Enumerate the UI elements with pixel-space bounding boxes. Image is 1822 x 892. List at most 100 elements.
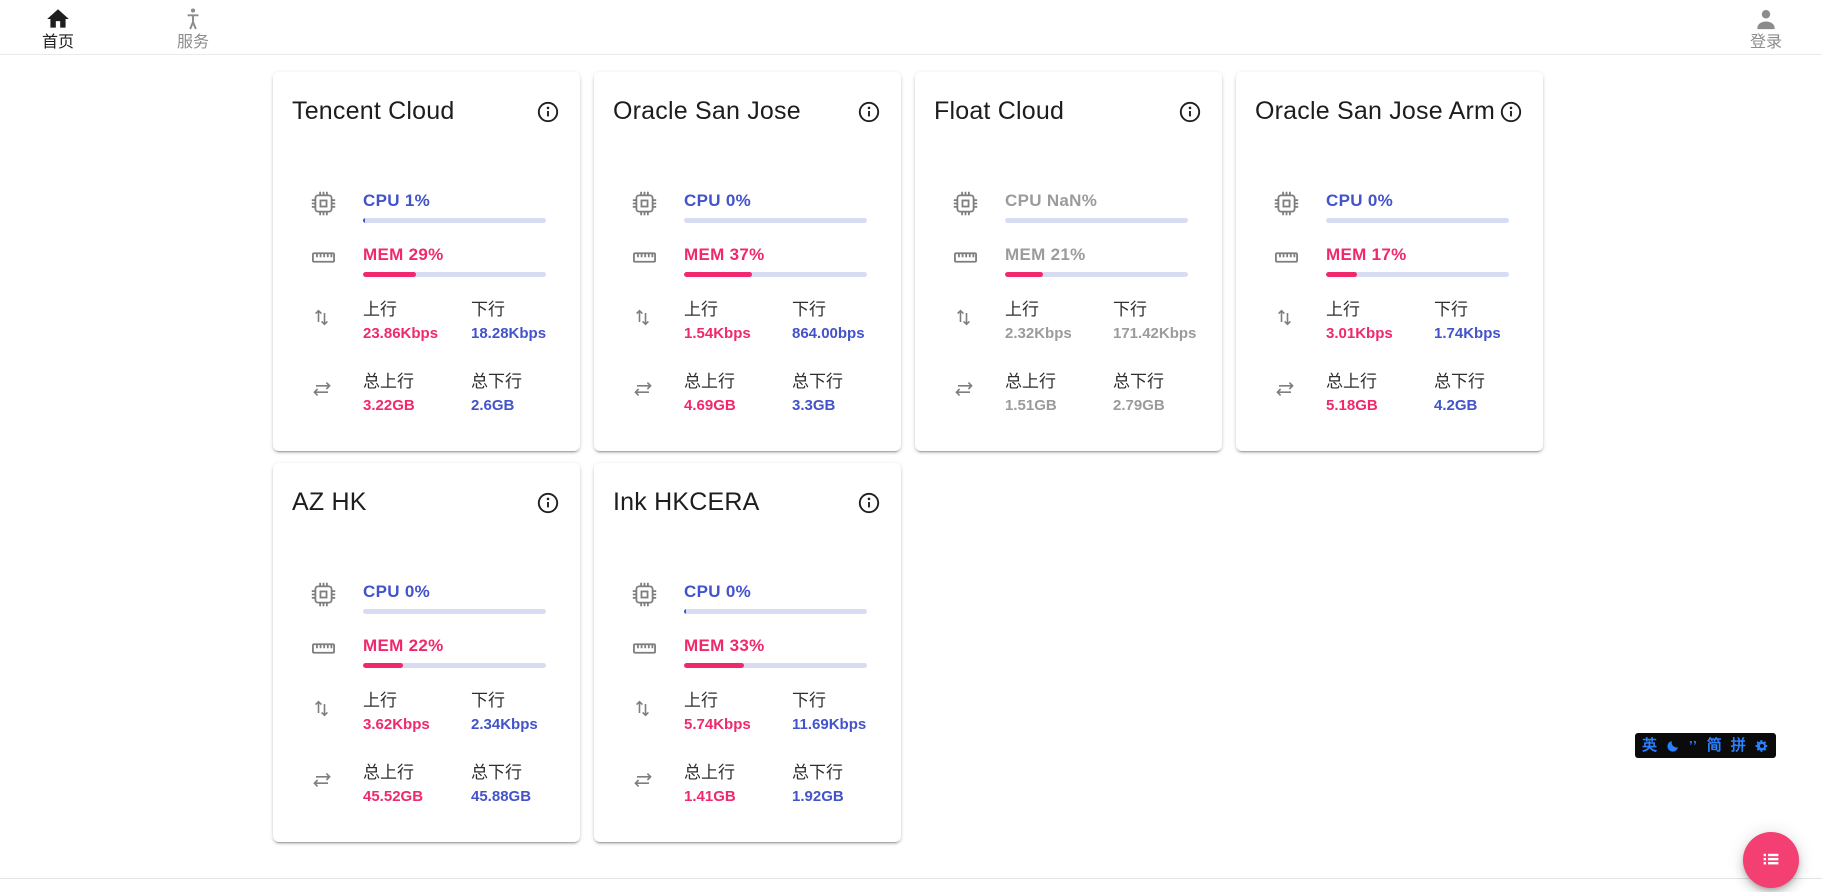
total-upload-label: 总上行 (363, 763, 414, 782)
total-upload-col: 总上行 1.51GB (1005, 371, 1113, 415)
total-upload-col: 总上行 45.52GB (363, 762, 471, 806)
total-upload-label: 总上行 (684, 763, 735, 782)
upload-speed: 1.54Kbps (684, 325, 751, 342)
cpu-usage-text: CPU 0% (684, 191, 751, 210)
download-label: 下行 (1113, 300, 1147, 319)
server-card: Oracle San Jose CPU (594, 72, 901, 451)
card-header: Oracle San Jose Arm (1236, 72, 1543, 126)
nav-item-login[interactable]: 登录 (1736, 6, 1796, 52)
ime-pinyin-mode[interactable]: 拼 (1730, 737, 1746, 754)
total-download-value: 3.3GB (792, 397, 836, 414)
speed-row: 上行 5.74Kbps 下行 11.69Kbps (631, 690, 867, 734)
download-speed: 864.00bps (792, 325, 865, 342)
nav-services-label: 服务 (176, 34, 209, 51)
upload-label: 上行 (363, 691, 397, 710)
footer-divider (0, 878, 1822, 879)
info-icon[interactable] (857, 100, 881, 124)
total-download-col: 总下行 4.2GB (1434, 371, 1542, 415)
total-download-value: 2.79GB (1113, 397, 1165, 414)
home-icon (45, 6, 71, 32)
total-upload-value: 1.41GB (684, 788, 736, 805)
download-col: 下行 171.42Kbps (1113, 299, 1221, 343)
mem-progress-fill (684, 663, 745, 668)
cpu-chip-icon (310, 190, 337, 217)
download-speed: 171.42Kbps (1113, 325, 1197, 342)
card-body: CPU 0% MEM 33% (594, 581, 901, 806)
download-col: 下行 18.28Kbps (471, 299, 579, 343)
server-list-fab[interactable] (1743, 832, 1799, 888)
ime-toolbar: 英 ’’ 简 拼 (1635, 733, 1776, 758)
server-card: Tencent Cloud CPU 1% (273, 72, 580, 451)
speed-row: 上行 3.62Kbps 下行 2.34Kbps (310, 690, 546, 734)
memory-icon (952, 244, 979, 271)
nav-home-label: 首页 (41, 34, 74, 51)
cpu-usage-text: CPU 0% (363, 582, 430, 601)
nav-item-services[interactable]: 服务 (163, 6, 223, 52)
total-row: 总上行 1.51GB 总下行 2.79GB (952, 371, 1188, 415)
ime-english-mode[interactable]: 英 (1642, 737, 1658, 754)
info-icon[interactable] (1178, 100, 1202, 124)
cpu-chip-icon (631, 581, 658, 608)
server-card: Ink HKCERA CPU 0% (594, 463, 901, 842)
card-body: CPU 0% MEM 22% (273, 581, 580, 806)
mem-progress-fill (363, 663, 404, 668)
server-card: Float Cloud CPU NaN% (915, 72, 1222, 451)
upload-label: 上行 (684, 300, 718, 319)
ime-punctuation-mode[interactable]: ’’ (1689, 738, 1698, 753)
info-icon[interactable] (536, 491, 560, 515)
memory-icon (310, 635, 337, 662)
upload-label: 上行 (363, 300, 397, 319)
download-speed: 1.74Kbps (1434, 325, 1501, 342)
total-download-label: 总下行 (792, 372, 843, 391)
card-header: Ink HKCERA (594, 463, 901, 517)
up-down-arrows-icon (631, 305, 658, 329)
server-name: Float Cloud (934, 97, 1065, 125)
total-upload-col: 总上行 3.22GB (363, 371, 471, 415)
total-download-col: 总下行 2.6GB (471, 371, 579, 415)
total-download-label: 总下行 (471, 763, 522, 782)
cpu-row: CPU 0% (631, 190, 867, 223)
moon-icon[interactable] (1666, 739, 1680, 753)
download-col: 下行 11.69Kbps (792, 690, 900, 734)
cpu-chip-icon (310, 581, 337, 608)
download-col: 下行 864.00bps (792, 299, 900, 343)
mem-progress-track (363, 663, 546, 668)
swap-horizontal-icon (952, 377, 979, 401)
gear-icon[interactable] (1755, 739, 1769, 753)
info-icon[interactable] (1499, 100, 1523, 124)
human-icon (180, 6, 206, 32)
total-row: 总上行 5.18GB 总下行 4.2GB (1273, 371, 1509, 415)
cpu-row: CPU 0% (310, 581, 546, 614)
download-label: 下行 (471, 691, 505, 710)
cpu-row: CPU 1% (310, 190, 546, 223)
info-icon[interactable] (536, 100, 560, 124)
cpu-row: CPU NaN% (952, 190, 1188, 223)
speed-row: 上行 23.86Kbps 下行 18.28Kbps (310, 299, 546, 343)
cpu-chip-icon (631, 190, 658, 217)
mem-row: MEM 21% (952, 244, 1188, 277)
total-upload-col: 总上行 1.41GB (684, 762, 792, 806)
total-download-col: 总下行 2.79GB (1113, 371, 1221, 415)
mem-progress-track (363, 272, 546, 277)
mem-usage-text: MEM 17% (1326, 245, 1407, 264)
mem-progress-fill (363, 272, 417, 277)
mem-progress-fill (1326, 272, 1358, 277)
cpu-progress-track (363, 609, 546, 614)
info-icon[interactable] (857, 491, 881, 515)
upload-speed: 2.32Kbps (1005, 325, 1072, 342)
download-col: 下行 1.74Kbps (1434, 299, 1542, 343)
memory-icon (631, 244, 658, 271)
total-row: 总上行 45.52GB 总下行 45.88GB (310, 762, 546, 806)
nav-item-home[interactable]: 首页 (28, 6, 88, 52)
ime-simplified-mode[interactable]: 简 (1706, 737, 1722, 754)
top-navbar: 首页 服务 登录 (0, 0, 1822, 55)
card-header: AZ HK (273, 463, 580, 517)
total-upload-value: 5.18GB (1326, 397, 1378, 414)
cpu-usage-text: CPU 0% (1326, 191, 1393, 210)
mem-row: MEM 29% (310, 244, 546, 277)
card-header: Float Cloud (915, 72, 1222, 126)
cards-grid: Tencent Cloud CPU 1% (273, 72, 1563, 842)
memory-icon (631, 635, 658, 662)
total-upload-col: 总上行 5.18GB (1326, 371, 1434, 415)
mem-row: MEM 33% (631, 635, 867, 668)
